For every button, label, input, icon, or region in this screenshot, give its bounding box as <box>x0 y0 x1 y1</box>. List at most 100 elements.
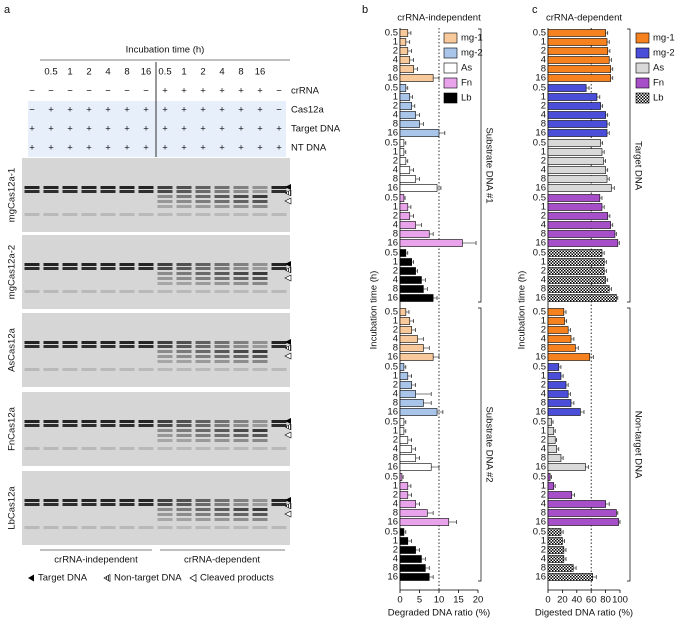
gel-band <box>195 345 211 348</box>
time-label: 2 <box>200 67 205 78</box>
gel-band <box>271 503 287 506</box>
error-bar <box>573 566 577 570</box>
gel-label: mgCas12a-2 <box>7 245 18 299</box>
gel-band <box>252 267 268 270</box>
error-bar <box>566 383 569 387</box>
bar <box>547 175 608 183</box>
group-label: Substrate DNA #2 <box>483 406 494 482</box>
bar <box>399 491 409 499</box>
sign: + <box>162 143 168 154</box>
gel-band <box>119 526 135 529</box>
chart-title: crRNA-independent <box>397 13 481 24</box>
bar <box>547 326 569 334</box>
error-bar <box>423 287 428 291</box>
y-tick-label: 2 <box>541 211 546 222</box>
y-tick-label: 4 <box>541 55 546 66</box>
y-tick-label: 1 <box>541 37 546 48</box>
y-tick-label: 16 <box>535 73 546 84</box>
error-bar <box>596 95 601 99</box>
marker <box>285 261 291 267</box>
error-bar <box>609 58 612 62</box>
error-bar <box>407 374 412 378</box>
y-tick-label: 0.5 <box>385 138 398 149</box>
y-tick-label: 1 <box>393 257 398 268</box>
y-tick-label: 8 <box>541 398 546 409</box>
error-bar <box>433 296 438 300</box>
gel-band <box>214 447 230 450</box>
gel-band <box>24 213 40 216</box>
bar <box>547 230 616 238</box>
legend-label: mg-1 <box>461 33 483 44</box>
gel-band <box>81 267 97 270</box>
gel-band <box>233 513 249 516</box>
gel-band <box>119 263 135 266</box>
gel-band <box>176 290 192 293</box>
y-tick-label: 4 <box>393 110 398 121</box>
gel-band <box>195 439 211 442</box>
bar <box>547 148 603 156</box>
bar <box>547 93 598 101</box>
panel-label: b <box>362 4 368 16</box>
bar <box>547 120 608 128</box>
time-label: 0.5 <box>44 67 57 78</box>
error-bar <box>592 575 597 579</box>
gel-band <box>119 341 135 344</box>
sign: + <box>124 143 130 154</box>
bar <box>399 175 416 183</box>
gel-band <box>138 503 154 506</box>
y-tick-label: 2 <box>541 380 546 391</box>
gel-band <box>100 447 116 450</box>
gel-image <box>22 392 290 466</box>
gel-band <box>214 272 230 275</box>
group-label: Substrate DNA #1 <box>483 127 494 203</box>
y-tick-label: 2 <box>393 325 398 336</box>
y-tick-label: 0.5 <box>385 472 398 483</box>
y-tick-label: 2 <box>393 266 398 277</box>
y-tick-label: 4 <box>393 220 398 231</box>
y-tick-label: 1 <box>541 257 546 268</box>
gel-band <box>233 368 249 371</box>
gel-band <box>176 190 192 193</box>
gel-band <box>233 434 249 437</box>
error-bar <box>429 232 434 236</box>
gel-band <box>176 282 192 285</box>
gel-band <box>24 263 40 266</box>
gel-band <box>176 341 192 344</box>
gel-band <box>100 263 116 266</box>
gel-band <box>138 368 154 371</box>
error-bar <box>415 456 420 460</box>
error-bar <box>411 383 416 387</box>
y-tick-label: 1 <box>541 481 546 492</box>
bar <box>547 335 572 343</box>
error-bar <box>407 484 412 488</box>
sign: − <box>67 86 73 97</box>
gel-band <box>195 434 211 437</box>
bar <box>399 454 416 462</box>
bar <box>547 249 603 257</box>
time-label: 2 <box>86 67 91 78</box>
bar <box>399 335 418 343</box>
sign: + <box>48 124 54 135</box>
gel-band <box>252 424 268 427</box>
error-bar <box>585 465 589 469</box>
gel-band <box>233 499 249 502</box>
y-tick-label: 2 <box>393 545 398 556</box>
gel-band <box>81 345 97 348</box>
gel-band <box>214 282 230 285</box>
bar <box>399 129 440 137</box>
gel-band <box>214 499 230 502</box>
error-bar <box>413 67 418 71</box>
bar <box>547 184 612 192</box>
bar <box>547 408 581 416</box>
bar <box>547 56 610 64</box>
gel-band <box>233 267 249 270</box>
gel-band <box>157 345 173 348</box>
error-bar <box>433 76 440 80</box>
y-tick-label: 8 <box>541 284 546 295</box>
error-bar <box>563 557 567 561</box>
bar <box>547 436 556 444</box>
gel-band <box>157 368 173 371</box>
error-bar <box>415 502 420 506</box>
time-label: 4 <box>219 67 224 78</box>
error-bar <box>553 429 556 433</box>
